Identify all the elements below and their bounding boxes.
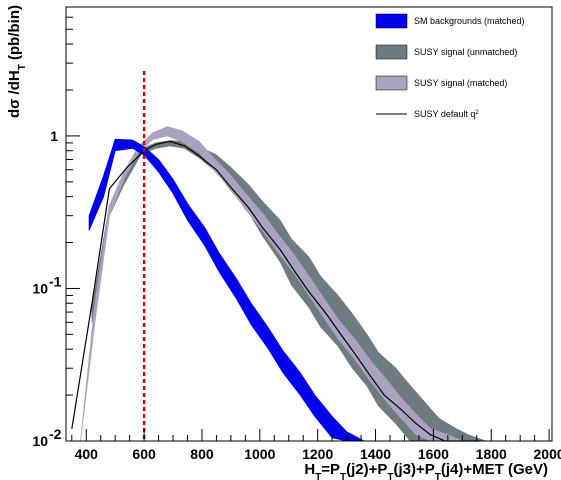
y-axis: 10 -210 -11 [32, 6, 80, 449]
x-tick-label: 1400 [360, 446, 391, 462]
plot-frame [65, 6, 553, 442]
legend: SM backgrounds (matched) SUSY signal (unm… [375, 13, 525, 119]
legend-label: SM backgrounds (matched) [414, 16, 525, 26]
series-line-susy-default-q [71, 140, 480, 442]
legend-swatch-susy-signal-matched [375, 75, 408, 91]
x-axis: 400 600 800 1000 1200 1400 1600 1800 2000 [71, 429, 561, 462]
y-tick-label: 10 [32, 280, 48, 296]
x-tick-label: 1800 [476, 446, 507, 462]
x-tick-label: 1000 [244, 446, 275, 462]
y-axis-title: dσ /dHT (pb/bin) [6, 5, 28, 118]
x-tick-label: 600 [132, 446, 156, 462]
y-tick-exponent: -1 [49, 273, 62, 289]
legend-swatch-susy-signal-unmatched [375, 44, 408, 60]
x-tick-label: 400 [75, 446, 99, 462]
x-tick-label: 1600 [418, 446, 449, 462]
y-tick-label: 1 [50, 128, 58, 144]
legend-label: SUSY signal (matched) [414, 78, 507, 88]
x-tick-label: 1200 [302, 446, 333, 462]
x-axis-title: HT=PT(j2)+PT(j3)+PT(j4)+MET (GeV) [304, 461, 548, 480]
legend-swatch-sm-backgrounds-matched [375, 13, 408, 29]
legend-label: SUSY signal (unmatched) [414, 47, 517, 57]
series-band-susy-signal-matched [80, 126, 495, 442]
y-tick-label: 10 [32, 433, 48, 449]
x-tick-label: 2000 [534, 446, 561, 462]
y-tick-exponent: -2 [49, 426, 62, 442]
legend-label: SUSY default q2 [414, 109, 479, 119]
x-tick-label: 800 [190, 446, 214, 462]
series-lines [71, 140, 480, 442]
